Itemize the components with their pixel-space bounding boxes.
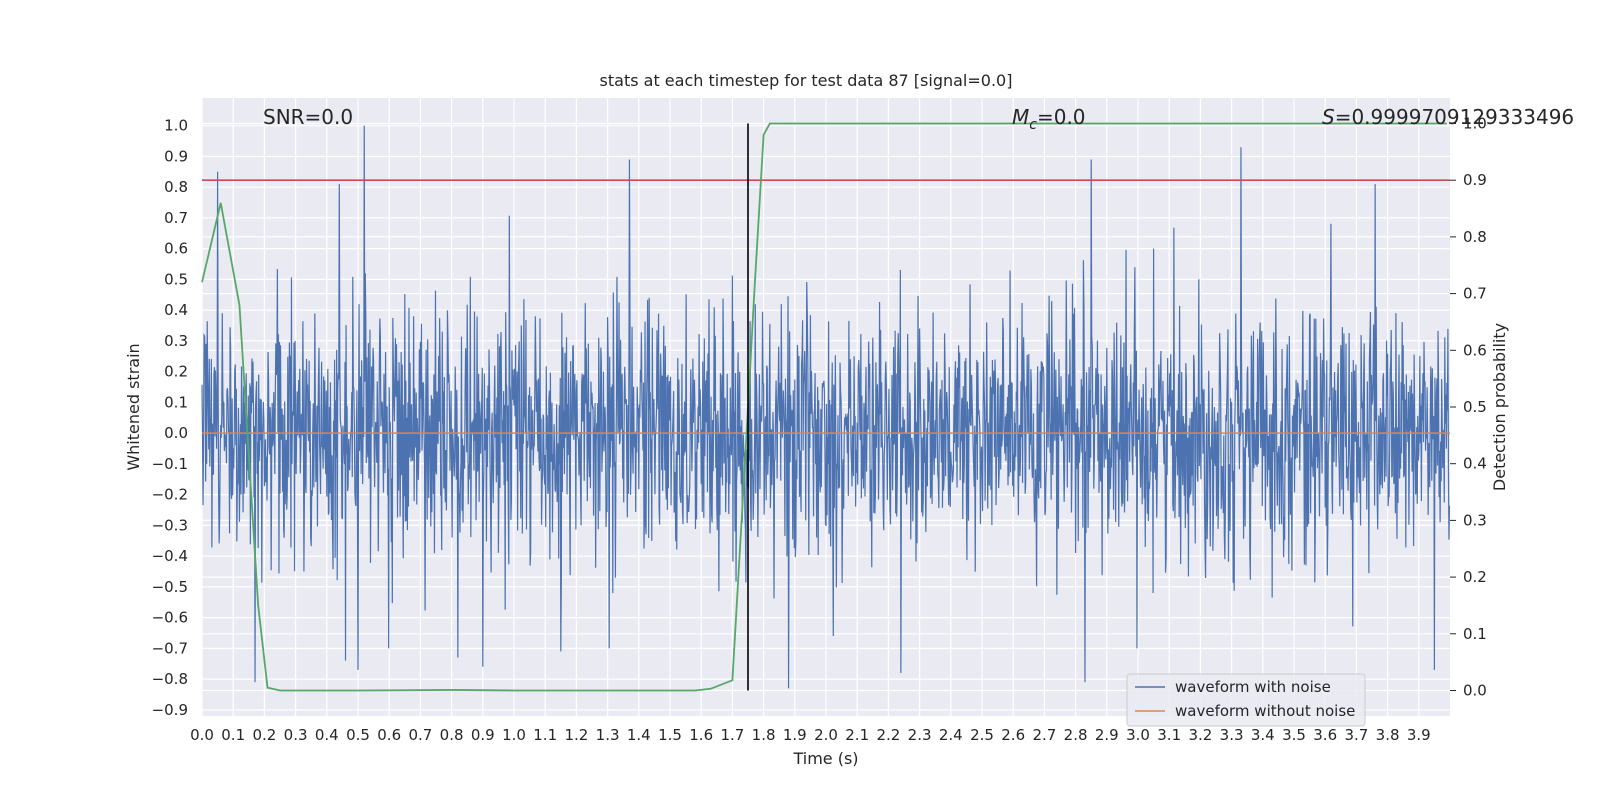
- y2-tick-label: 0.9: [1463, 171, 1487, 189]
- x-tick-label: 3.9: [1407, 726, 1431, 744]
- x-tick-label: 1.5: [658, 726, 682, 744]
- x-tick-label: 2.1: [845, 726, 869, 744]
- x-tick-label: 2.4: [939, 726, 963, 744]
- plot-area: [201, 98, 1451, 716]
- y2-tick-label: 0.3: [1463, 511, 1487, 529]
- x-tick-label: 1.3: [596, 726, 620, 744]
- x-tick-label: 2.3: [908, 726, 932, 744]
- chirp-mass-symbol: M: [1012, 105, 1029, 129]
- y-tick-label: 0.6: [164, 240, 188, 258]
- x-tick-label: 1.2: [564, 726, 588, 744]
- x-tick-label: 2.7: [1032, 726, 1056, 744]
- x-axis-label: Time (s): [792, 749, 858, 768]
- chart-title: stats at each timestep for test data 87 …: [600, 71, 1013, 90]
- x-tick-label: 3.5: [1282, 726, 1306, 744]
- chirp-mass-value: =0.0: [1037, 105, 1086, 129]
- y-tick-label: −0.5: [152, 578, 188, 596]
- y-tick-label: −0.9: [152, 701, 188, 719]
- y-tick-label: −0.4: [152, 547, 188, 565]
- y-tick-label: −0.3: [152, 516, 188, 534]
- y2-tick-label: 0.0: [1463, 681, 1487, 699]
- x-tick-label: 3.0: [1126, 726, 1150, 744]
- noise-waveform-line: [201, 125, 1451, 689]
- y-tick-label: −0.8: [152, 670, 188, 688]
- x-tick-label: 3.7: [1344, 726, 1368, 744]
- x-tick-label: 0.8: [440, 726, 464, 744]
- y2-tick-label: 0.6: [1463, 341, 1487, 359]
- x-tick-label: 3.6: [1313, 726, 1337, 744]
- chirp-mass-subscript: c: [1029, 117, 1037, 133]
- y-tick-labels: 1.0 0.9 0.8 0.7 0.6 0.5 0.4 0.3 0.2 0.1 0.0 −0.1 −0.…: [152, 117, 188, 719]
- x-tick-label: 0.2: [252, 726, 276, 744]
- x-tick-label: 3.8: [1376, 726, 1400, 744]
- y2-tick-label: 1.0: [1463, 115, 1487, 133]
- detection-probability-line: [201, 122, 1447, 692]
- x-tick-label: 0.4: [315, 726, 339, 744]
- noise-series: [201, 125, 1451, 689]
- legend-box: [1126, 673, 1366, 727]
- y2-tick-label: 0.1: [1463, 625, 1487, 643]
- x-tick-label: 0.3: [284, 726, 308, 744]
- y2-tick-label: 0.4: [1463, 455, 1487, 473]
- y2-axis-label: Detection probability: [1490, 323, 1509, 491]
- overlay-series: [201, 122, 1450, 692]
- x-tick-label: 1.6: [689, 726, 713, 744]
- y-tick-label: 1.0: [164, 117, 188, 135]
- x-tick-label: 2.2: [876, 726, 900, 744]
- legend-label-clean: waveform without noise: [1175, 702, 1355, 720]
- x-tick-label: 1.7: [720, 726, 744, 744]
- x-tick-label: 3.1: [1157, 726, 1181, 744]
- y-axis-label: Whitened strain: [124, 343, 143, 470]
- x-tick-label: 0.9: [471, 726, 495, 744]
- score-annotation: S=0.9999709129333496: [1322, 105, 1574, 129]
- y2-tick-label: 0.7: [1463, 285, 1487, 303]
- y-tick-label: 0.4: [164, 301, 188, 319]
- legend-label-noise: waveform with noise: [1175, 678, 1331, 696]
- legend: waveform with noise waveform without noi…: [1126, 673, 1366, 727]
- y-tick-label: −0.2: [152, 486, 188, 504]
- y-tick-label: 0.0: [164, 424, 188, 442]
- x-tick-label: 0.5: [346, 726, 370, 744]
- x-tick-label: 2.0: [814, 726, 838, 744]
- x-tick-label: 1.1: [533, 726, 557, 744]
- y-tick-label: 0.3: [164, 332, 188, 350]
- x-tick-label: 3.4: [1251, 726, 1275, 744]
- x-tick-label: 2.5: [970, 726, 994, 744]
- x-tick-label: 2.9: [1095, 726, 1119, 744]
- x-tick-label: 3.2: [1188, 726, 1212, 744]
- snr-annotation: SNR=0.0: [263, 105, 353, 129]
- chirp-mass-annotation: Mc=0.0: [1012, 105, 1086, 133]
- y2-tick-label: 0.2: [1463, 568, 1487, 586]
- x-tick-label: 0.1: [221, 726, 245, 744]
- score-value: =0.9999709129333496: [1335, 105, 1574, 129]
- y2-tick-label: 0.8: [1463, 228, 1487, 246]
- y-tick-label: 0.9: [164, 147, 188, 165]
- x-tick-label: 0.6: [377, 726, 401, 744]
- x-tick-label: 1.8: [752, 726, 776, 744]
- y2-tick-labels: 1.0 0.9 0.8 0.7 0.6 0.5 0.4 0.3 0.2 0.1 0.0: [1450, 115, 1487, 699]
- y-tick-label: 0.2: [164, 363, 188, 381]
- x-tick-label: 1.4: [627, 726, 651, 744]
- y2-tick-label: 0.5: [1463, 398, 1487, 416]
- y-tick-label: −0.6: [152, 609, 188, 627]
- x-tick-labels: 0.0 0.1 0.2 0.3 0.4 0.5 0.6 0.7 0.8 0.9 1.0 1.1 1.2 1…: [190, 726, 1431, 744]
- y-tick-label: −0.1: [152, 455, 188, 473]
- x-tick-label: 2.8: [1064, 726, 1088, 744]
- y-tick-label: 0.1: [164, 393, 188, 411]
- score-symbol: S: [1322, 105, 1335, 129]
- y-tick-label: −0.7: [152, 639, 188, 657]
- x-tick-label: 0.7: [408, 726, 432, 744]
- x-tick-label: 3.3: [1220, 726, 1244, 744]
- y-tick-label: 0.8: [164, 178, 188, 196]
- y-tick-label: 0.5: [164, 270, 188, 288]
- y-tick-label: 0.7: [164, 209, 188, 227]
- x-tick-label: 1.0: [502, 726, 526, 744]
- x-tick-label: 2.6: [1001, 726, 1025, 744]
- x-tick-label: 0.0: [190, 726, 214, 744]
- x-tick-label: 1.9: [783, 726, 807, 744]
